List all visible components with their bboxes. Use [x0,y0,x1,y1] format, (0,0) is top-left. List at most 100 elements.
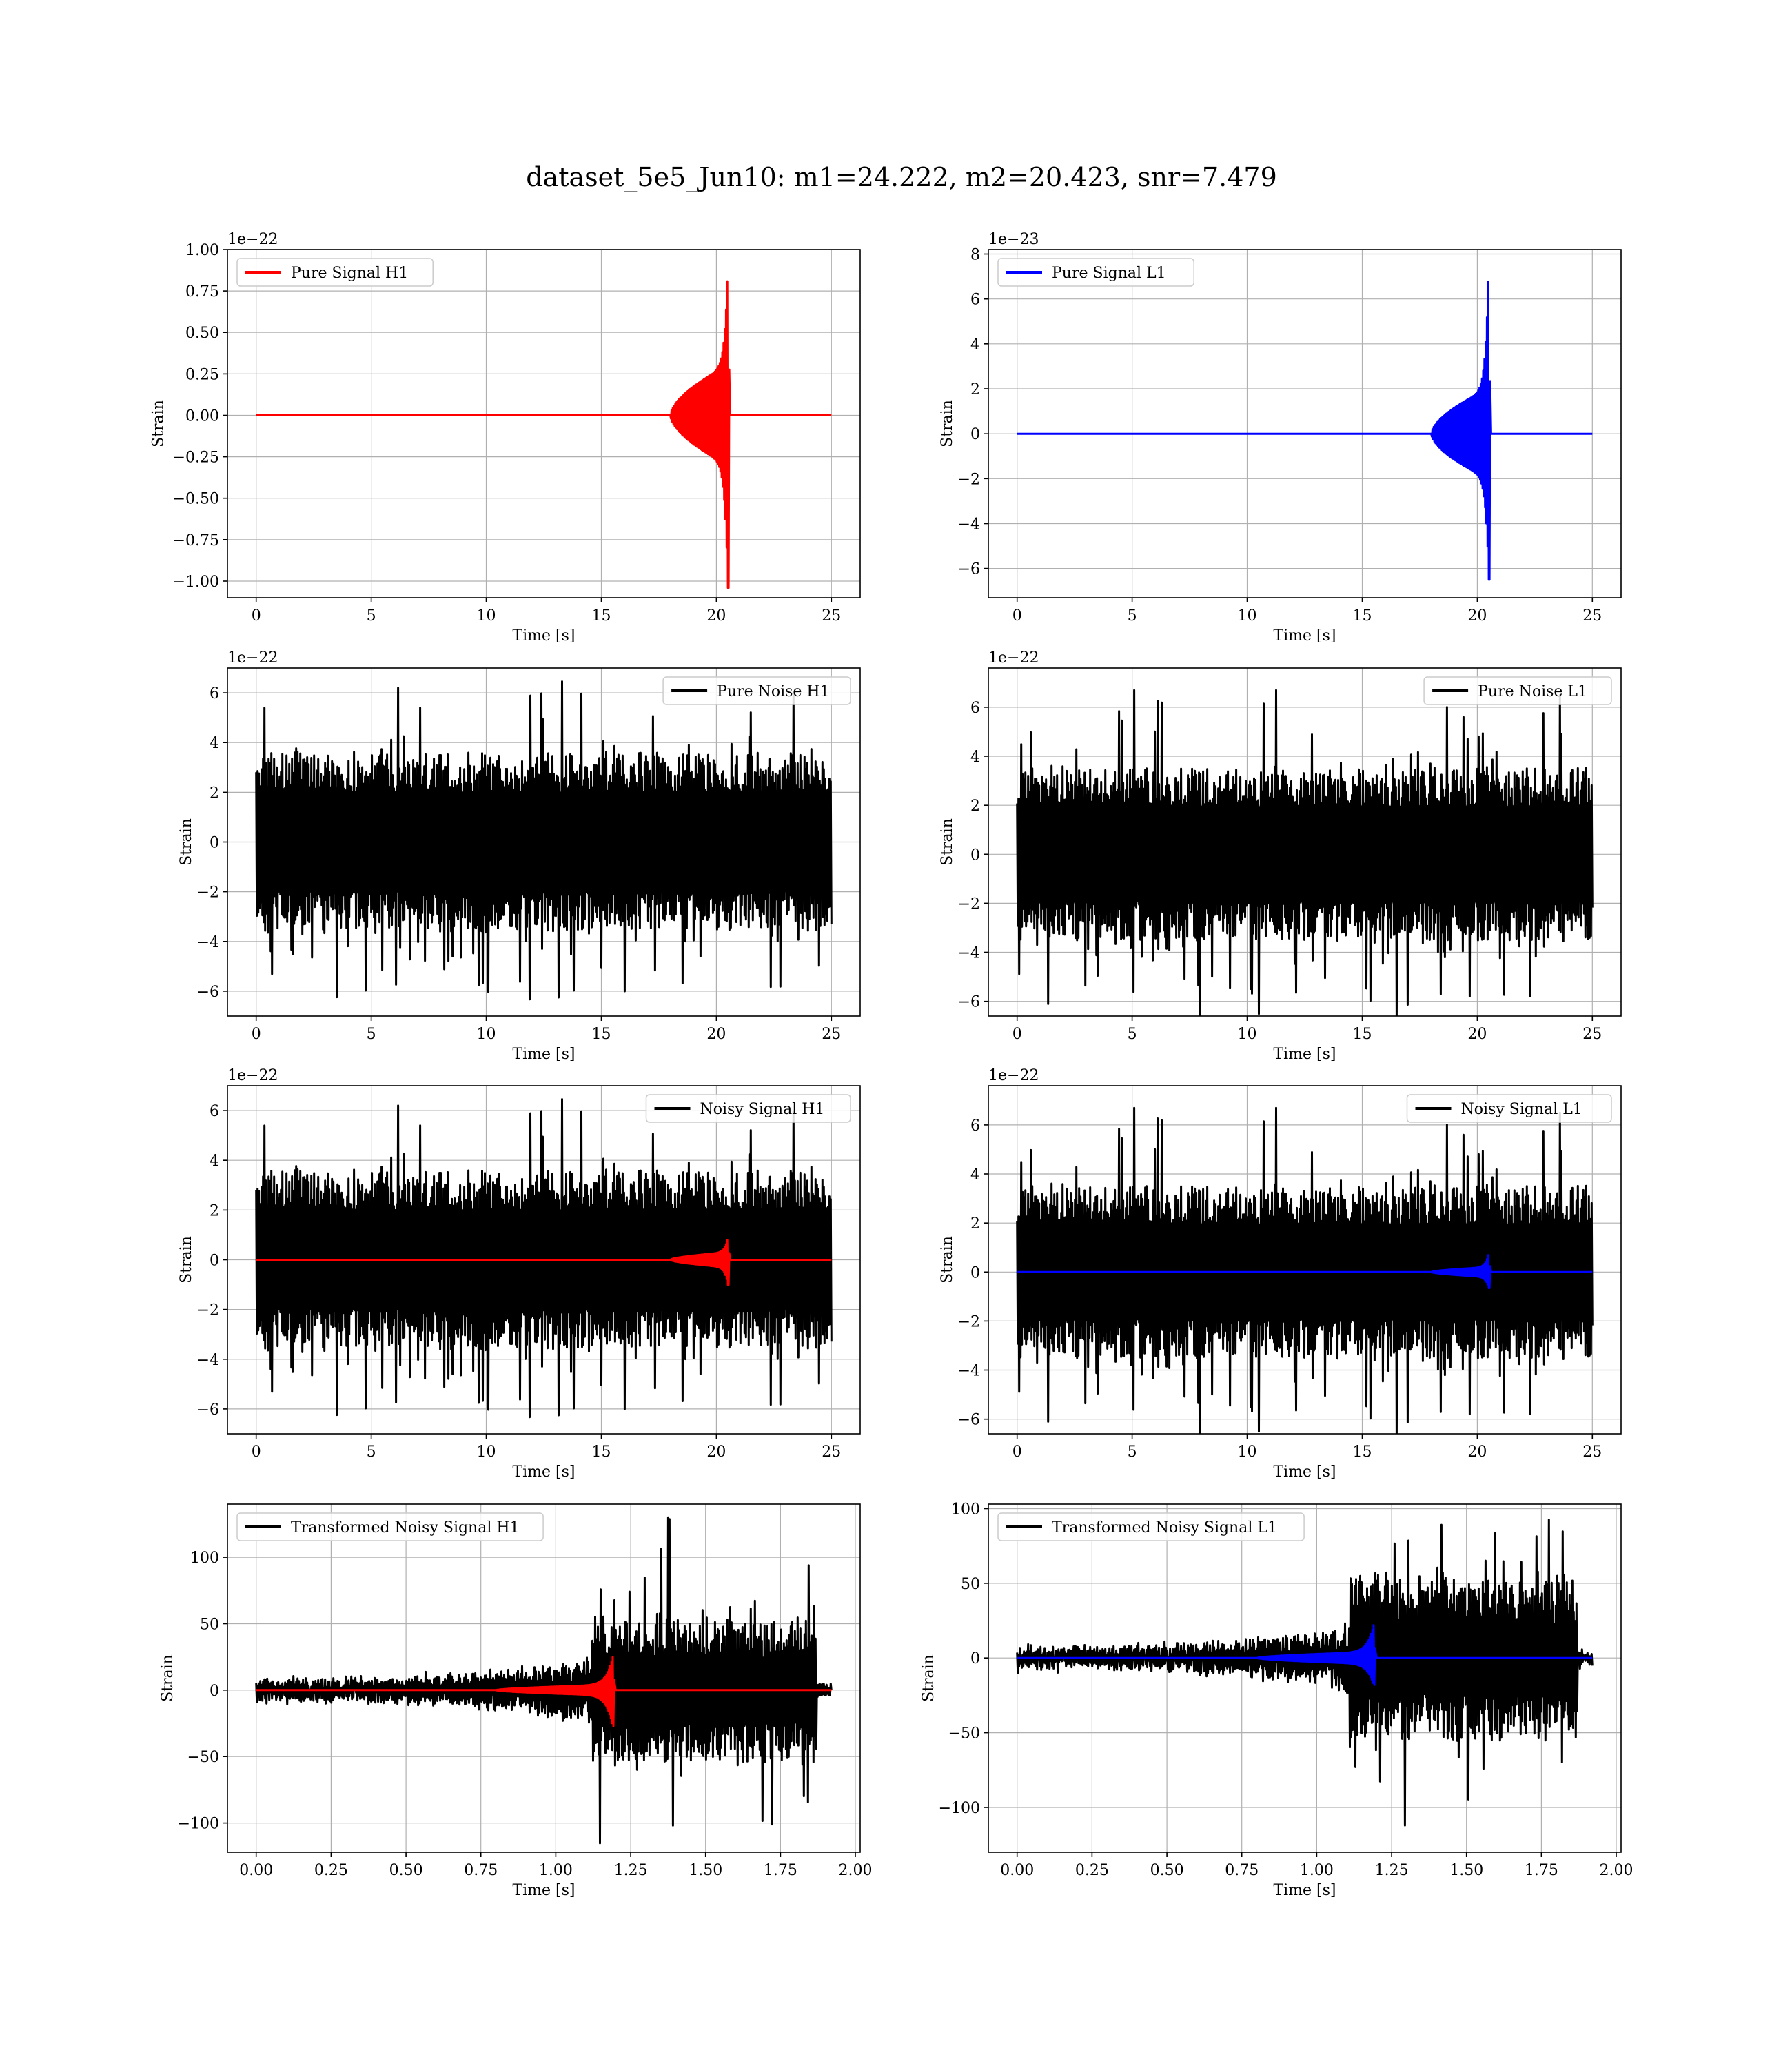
legend: Transformed Noisy Signal H1 [236,1512,544,1541]
legend-box [662,676,851,705]
legend: Pure Noise L1 [1423,676,1612,705]
y-tick-label: 2 [970,381,980,398]
y-tick-label: −2 [197,884,219,902]
series-line-noisy-signal-l1-overlay-1 [1017,1254,1593,1289]
y-tick-label: 4 [210,735,219,752]
x-tick-label: 0.50 [389,1862,423,1879]
y-tick-label: 4 [970,1166,980,1184]
legend-label: Transformed Noisy Signal L1 [1052,1519,1277,1537]
subplot-pure-noise-l1: 0 5 10 15 20 25 −6 −4 −2 0 2 4 6 Time [s] Strain 1e−22 P… [939,649,1622,1063]
y-tick-label: −0.25 [173,449,219,467]
y-axis-label: Strain [178,818,195,866]
data-lines [1016,1106,1594,1434]
x-axis-label: Time [s] [512,627,575,645]
x-tick-label: 0.00 [239,1862,273,1879]
x-tick-label: 1.50 [1449,1862,1483,1879]
legend-box [997,258,1194,287]
x-tick-label: 15 [1353,1026,1372,1043]
offset-text: 1e−22 [227,231,278,248]
offset-text: 1e−22 [988,1067,1039,1084]
y-tick-label: −4 [958,1363,980,1380]
x-tick-label: 25 [822,1443,841,1461]
x-tick-label: 1.25 [1375,1862,1409,1879]
y-tick-label: −50 [187,1749,219,1766]
x-tick-label: 25 [1582,1026,1602,1043]
x-tick-label: 0 [1012,1443,1022,1461]
data-lines [255,680,833,1001]
x-axis-label: Time [s] [1273,1046,1336,1063]
y-tick-label: −2 [958,1313,980,1330]
x-tick-label: 25 [1582,1443,1602,1461]
subplot-noisy-signal-h1: 0 5 10 15 20 25 −6 −4 −2 0 2 4 6 Time [s] Strain 1e−22 N… [178,1067,861,1481]
y-axis-label: Strain [920,1654,937,1702]
y-tick-label: −4 [958,945,980,962]
y-tick-label: 4 [210,1153,219,1170]
y-tick-label: 50 [200,1616,219,1634]
legend-box [645,1094,851,1123]
y-tick-label: −0.50 [173,491,219,508]
x-tick-label: 0.75 [464,1862,498,1879]
series-line-noisy-signal-h1 [255,1098,833,1419]
subplot-noisy-signal-l1: 0 5 10 15 20 25 −6 −4 −2 0 2 4 6 Time [s] Strain 1e−22 N… [939,1067,1622,1481]
axes-frame [988,667,1622,1017]
axes-frame [227,1503,861,1853]
x-tick-label: 0.25 [314,1862,348,1879]
x-tick-label: 5 [367,1026,376,1043]
axes-frame [988,1085,1622,1435]
y-tick-label: −100 [939,1800,980,1817]
x-tick-label: 5 [1128,1026,1137,1043]
y-axis-label: Strain [939,400,956,447]
y-tick-label: 0.25 [185,366,219,383]
x-tick-label: 10 [477,607,496,625]
y-tick-label: 4 [970,336,980,354]
gridlines [227,249,860,598]
legend: Pure Signal H1 [236,258,434,287]
legend-label: Pure Noise L1 [1478,683,1587,700]
axes-frame [988,1503,1622,1853]
series-line-transformed-noisy-signal-h1-overlay-1 [256,1656,832,1727]
y-tick-label: 0 [970,426,980,443]
x-tick-label: 20 [706,1026,726,1043]
legend-label: Pure Noise H1 [717,683,830,700]
y-tick-label: 0.50 [185,325,219,342]
data-lines [255,1516,833,1845]
y-tick-label: −4 [958,516,980,534]
x-tick-label: 5 [1128,607,1137,625]
x-tick-label: 0.25 [1075,1862,1109,1879]
series-line-pure-signal-l1 [1017,281,1593,581]
legend: Noisy Signal H1 [645,1094,851,1123]
y-axis-label: Strain [159,1654,176,1702]
y-tick-label: −2 [197,1302,219,1319]
subplot-pure-signal-l1: 0 5 10 15 20 25 −6 −4 −2 0 2 4 6 8 Time [s] Strain 1e−23… [939,231,1622,645]
x-tick-label: 10 [477,1026,496,1043]
offset-text: 1e−22 [227,1067,278,1084]
series-line-transformed-noisy-signal-l1-overlay-1 [1017,1624,1593,1686]
y-tick-label: 2 [210,1202,219,1219]
x-tick-label: 0 [252,1026,261,1043]
y-tick-label: 100 [951,1501,980,1519]
x-axis-label: Time [s] [512,1882,575,1899]
y-tick-label: 0.75 [185,283,219,301]
y-tick-label: 0.00 [185,408,219,425]
subplot-grid: 0 5 10 15 20 25−1.00−0.75−0.50−0.250.000.250.… [150,231,1633,1899]
x-tick-label: 20 [706,607,726,625]
x-tick-label: 10 [1238,607,1257,625]
x-tick-label: 20 [1467,1443,1487,1461]
x-tick-label: 15 [1353,1443,1372,1461]
y-tick-label: 2 [970,798,980,815]
y-tick-label: 6 [970,700,980,717]
y-tick-label: −6 [197,1401,219,1419]
x-tick-label: 1.75 [1525,1862,1558,1879]
legend: Pure Signal L1 [997,258,1194,287]
data-lines [1016,689,1594,1016]
x-tick-label: 0 [1012,1026,1022,1043]
y-axis-label: Strain [939,1236,956,1284]
y-tick-label: 0 [210,1253,219,1270]
y-tick-label: −1.00 [173,574,219,591]
y-axis-label: Strain [939,818,956,866]
legend-label: Pure Signal H1 [291,265,408,282]
y-tick-label: 2 [970,1215,980,1233]
x-tick-label: 0 [252,1443,261,1461]
y-tick-label: −4 [197,934,219,951]
legend: Pure Noise H1 [662,676,851,705]
